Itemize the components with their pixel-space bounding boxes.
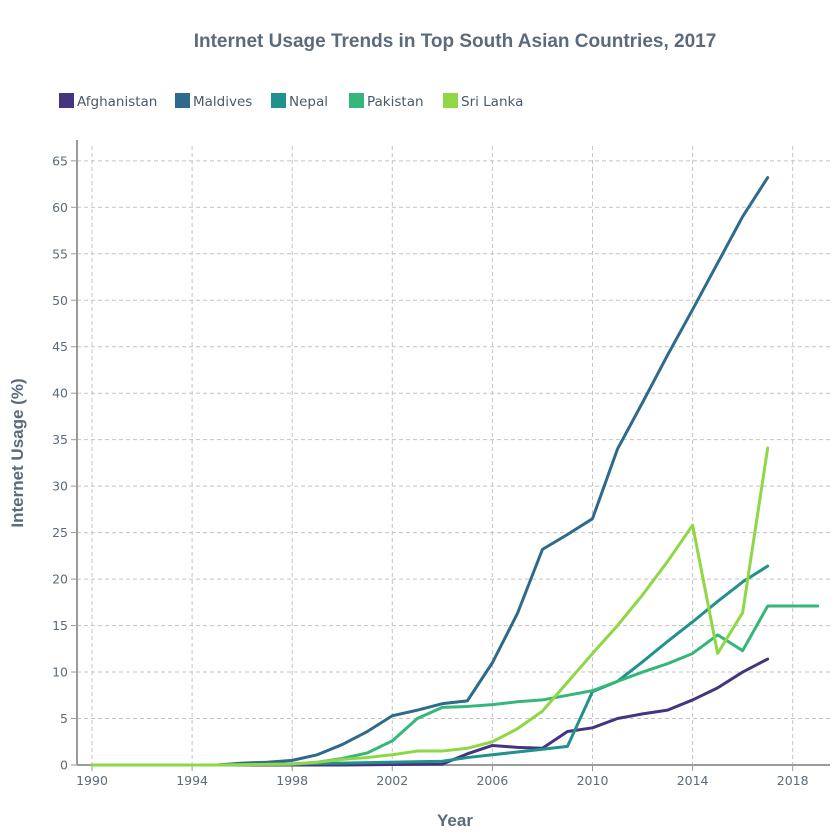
legend-item-nepal: Nepal xyxy=(271,93,328,110)
x-tick-label-1994: 1994 xyxy=(176,773,208,788)
x-axis-title: Year xyxy=(437,811,473,830)
legend-swatch-pakistan xyxy=(349,93,364,108)
x-tick-label-1990: 1990 xyxy=(76,773,108,788)
legend-swatch-maldives xyxy=(175,93,190,108)
series-line-sri-lanka xyxy=(90,446,770,767)
legend: Afghanistan Maldives Nepal Pakistan Sri Lank… xyxy=(59,93,523,110)
y-tick-label-60: 60 xyxy=(52,200,68,215)
legend-label-nepal: Nepal xyxy=(289,94,328,110)
legend-label-afghanistan: Afghanistan xyxy=(77,94,157,110)
legend-item-maldives: Maldives xyxy=(175,93,252,110)
y-tick-label-55: 55 xyxy=(52,246,68,261)
y-tick-label-65: 65 xyxy=(52,153,68,168)
legend-label-sri-lanka: Sri Lanka xyxy=(461,94,523,110)
legend-label-maldives: Maldives xyxy=(193,94,252,110)
legend-label-pakistan: Pakistan xyxy=(367,94,424,110)
x-tick-label-2010: 2010 xyxy=(577,773,609,788)
y-axis-title: Internet Usage (%) xyxy=(8,378,27,527)
y-tick-label-30: 30 xyxy=(52,479,68,494)
y-tick-label-35: 35 xyxy=(52,432,68,447)
legend-swatch-afghanistan xyxy=(59,93,74,108)
x-tick-label-1998: 1998 xyxy=(276,773,308,788)
series-line-afghanistan xyxy=(90,657,770,767)
y-tick-label-15: 15 xyxy=(52,618,68,633)
x-tick-label-2014: 2014 xyxy=(677,773,709,788)
y-tick-label-0: 0 xyxy=(60,758,68,773)
y-tick-label-40: 40 xyxy=(52,386,68,401)
legend-swatch-sri-lanka xyxy=(443,93,458,108)
series-line-maldives xyxy=(90,176,770,767)
series-line-pakistan xyxy=(90,604,820,767)
chart-title: Internet Usage Trends in Top South Asian… xyxy=(194,31,717,52)
x-tick-label-2018: 2018 xyxy=(777,773,809,788)
x-tick-label-2002: 2002 xyxy=(376,773,408,788)
series-line-nepal xyxy=(90,564,770,767)
y-tick-label-25: 25 xyxy=(52,525,68,540)
legend-item-sri-lanka: Sri Lanka xyxy=(443,93,523,110)
legend-swatch-nepal xyxy=(271,93,286,108)
grid xyxy=(77,146,830,765)
legend-item-afghanistan: Afghanistan xyxy=(59,93,157,110)
series-lines xyxy=(90,176,820,767)
y-tick-label-5: 5 xyxy=(60,711,68,726)
y-tick-label-50: 50 xyxy=(52,293,68,308)
legend-item-pakistan: Pakistan xyxy=(349,93,424,110)
y-tick-label-45: 45 xyxy=(52,339,68,354)
y-tick-label-10: 10 xyxy=(52,665,68,680)
y-tick-label-20: 20 xyxy=(52,572,68,587)
x-tick-label-2006: 2006 xyxy=(476,773,508,788)
